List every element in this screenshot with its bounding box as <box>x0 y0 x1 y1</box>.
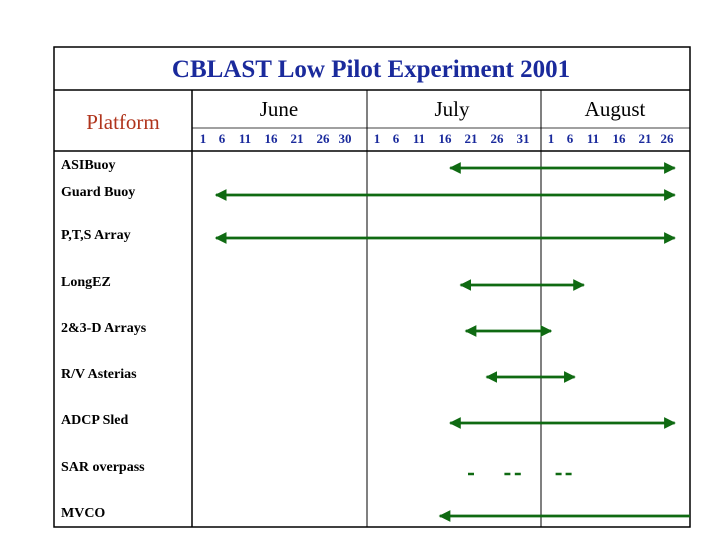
outer-border <box>53 46 691 528</box>
day-tick-july-31: 31 <box>517 131 530 146</box>
month-august: August <box>585 97 646 121</box>
day-tick-june-30: 30 <box>339 131 352 146</box>
day-tick-june-11: 11 <box>239 131 251 146</box>
day-tick-july-1: 1 <box>374 131 381 146</box>
day-tick-june-16: 16 <box>265 131 279 146</box>
month-june: June <box>260 97 299 121</box>
day-tick-august-21: 21 <box>639 131 652 146</box>
day-tick-august-26: 26 <box>661 131 675 146</box>
month-july: July <box>434 97 470 121</box>
day-tick-august-6: 6 <box>567 131 574 146</box>
day-tick-june-6: 6 <box>219 131 226 146</box>
platform-header: Platform <box>86 110 160 134</box>
day-tick-august-16: 16 <box>613 131 627 146</box>
row-label-adcp-sled: ADCP Sled <box>61 413 129 428</box>
row-label-asibuoy: ASIBuoy <box>61 158 115 173</box>
day-tick-july-6: 6 <box>393 131 400 146</box>
row-label-r-v-asterias: R/V Asterias <box>61 367 137 382</box>
row-label-sar-overpass: SAR overpass <box>61 460 145 475</box>
row-label-longez: LongEZ <box>61 275 111 290</box>
day-tick-july-26: 26 <box>491 131 505 146</box>
row-label-2-3-d-arrays: 2&3-D Arrays <box>61 321 147 336</box>
row-label-p-t-s-array: P,T,S Array <box>61 228 131 243</box>
day-tick-june-26: 26 <box>317 131 331 146</box>
platform-row-labels: ASIBuoy Guard Buoy P,T,S Array LongEZ 2&3-D … <box>61 158 147 521</box>
schedule-bars <box>214 162 690 522</box>
day-tick-july-11: 11 <box>413 131 425 146</box>
row-label-guard-buoy: Guard Buoy <box>61 185 135 200</box>
diagram-title: CBLAST Low Pilot Experiment 2001 <box>172 56 570 83</box>
day-tick-june-1: 1 <box>200 131 207 146</box>
row-label-mvco: MVCO <box>61 506 105 521</box>
day-tick-labels: 1 6 11 16 21 26 30 1 6 11 16 21 26 31 1 6 11 16 21 26 <box>200 131 674 146</box>
day-tick-june-21: 21 <box>291 131 304 146</box>
day-tick-august-11: 11 <box>587 131 599 146</box>
day-tick-august-1: 1 <box>548 131 555 146</box>
day-tick-july-16: 16 <box>439 131 453 146</box>
day-tick-july-21: 21 <box>465 131 478 146</box>
